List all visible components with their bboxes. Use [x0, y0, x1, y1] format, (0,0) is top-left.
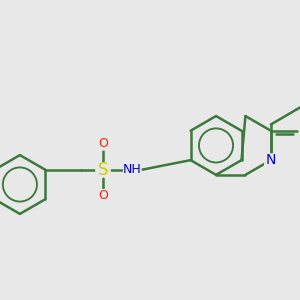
Text: N: N [266, 153, 276, 167]
Text: NH: NH [123, 163, 142, 176]
FancyBboxPatch shape [264, 153, 278, 167]
FancyBboxPatch shape [96, 189, 110, 203]
FancyBboxPatch shape [95, 162, 111, 178]
Text: S: S [98, 161, 108, 179]
FancyBboxPatch shape [123, 163, 142, 177]
Text: O: O [98, 137, 108, 150]
Text: O: O [98, 189, 108, 202]
FancyBboxPatch shape [96, 137, 110, 151]
